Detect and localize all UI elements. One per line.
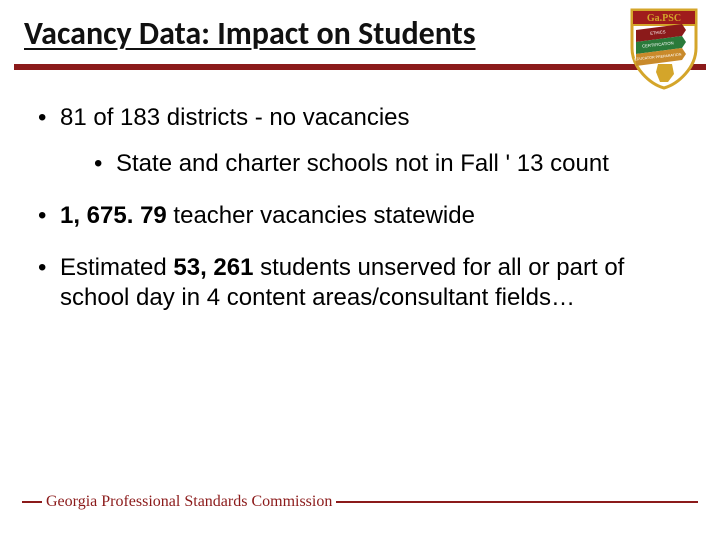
bullet-text-after: teacher vacancies statewide — [167, 202, 475, 229]
footer-region: Georgia Professional Standards Commissio… — [22, 488, 698, 516]
bullet-list: 81 of 183 districts - no vacancies State… — [38, 103, 682, 313]
list-item: State and charter schools not in Fall ' … — [94, 149, 682, 179]
bullet-text-before: State and charter schools not in Fall ' … — [116, 150, 609, 177]
shield-icon: Ga.PSC ETHICS CERTIFICATION EDUCATOR PRE… — [628, 8, 700, 90]
slide-container: Vacancy Data: Impact on Students Ga.PSC … — [0, 0, 720, 540]
sub-bullet-list: State and charter schools not in Fall ' … — [60, 149, 682, 179]
bullet-text-bold: 1, 675. 79 — [60, 202, 167, 229]
title-region: Vacancy Data: Impact on Students — [0, 0, 720, 59]
bullet-text-before: Estimated — [60, 254, 173, 281]
footer-rule-left — [22, 501, 42, 503]
list-item: 1, 675. 79 teacher vacancies statewide — [38, 201, 682, 231]
logo-label: Ga.PSC — [647, 13, 681, 24]
content-region: 81 of 183 districts - no vacancies State… — [0, 59, 720, 313]
footer-rule-right — [336, 501, 698, 503]
slide-title: Vacancy Data: Impact on Students — [24, 14, 696, 53]
bullet-text-bold: 53, 261 — [173, 254, 253, 281]
bullet-text-before: 81 of 183 districts - no vacancies — [60, 104, 410, 131]
list-item: 81 of 183 districts - no vacancies State… — [38, 103, 682, 179]
footer-text: Georgia Professional Standards Commissio… — [42, 493, 336, 511]
title-accent-bar — [14, 64, 706, 70]
gapsc-logo: Ga.PSC ETHICS CERTIFICATION EDUCATOR PRE… — [628, 8, 700, 90]
list-item: Estimated 53, 261 students unserved for … — [38, 253, 682, 313]
